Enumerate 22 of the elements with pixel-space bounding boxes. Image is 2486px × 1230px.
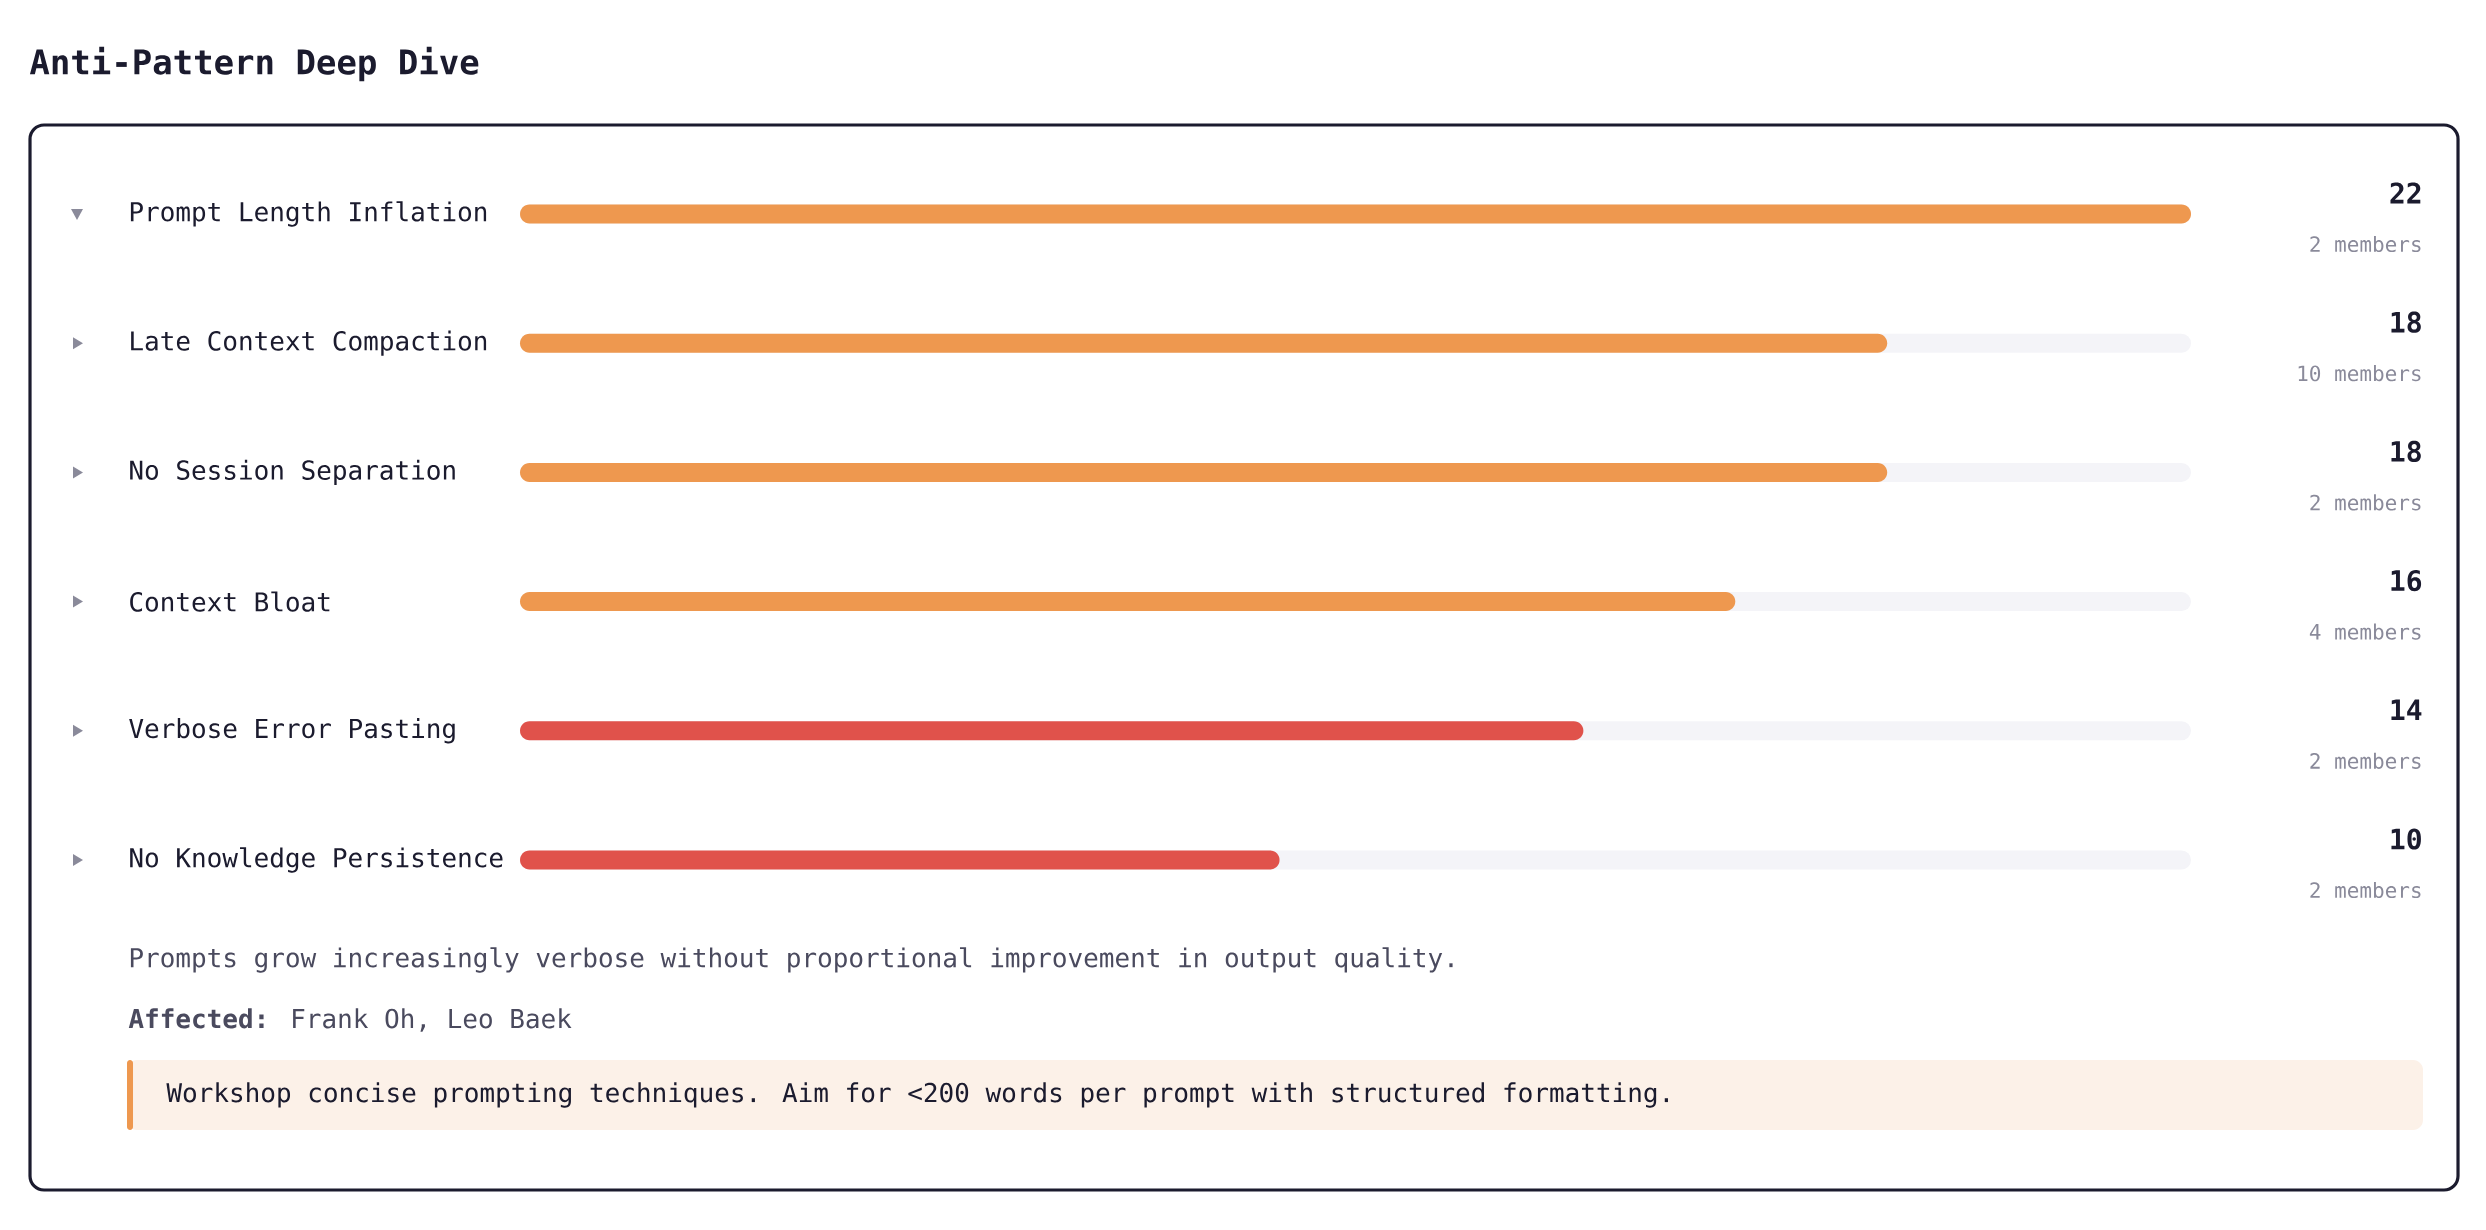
y-tick-label: No Session Separation (130, 459, 455, 485)
y-tick-label: Context Bloat (130, 591, 330, 612)
data-label: 16 (2391, 570, 2422, 592)
data-label: 14 (2391, 699, 2422, 721)
text: Affected: Frank Oh, Leo Baek (128, 1008, 572, 1032)
text: 10 members (2298, 365, 2421, 382)
chart-title: Anti-Pattern Deep Dive (29, 46, 479, 82)
y-tick-label: Late Context Compaction (131, 330, 487, 356)
data-label: 10 (2391, 828, 2421, 850)
data-label: 18 (2391, 311, 2421, 333)
y-tick-label: Prompt Length Inflation (130, 201, 487, 227)
text: 2 members (2310, 235, 2421, 253)
text: Workshop concise prompting techniques. Aim for <200 words per prompt with structured formatting. (166, 1082, 1668, 1108)
y-tick-label: No Knowledge Persistence (130, 847, 503, 873)
text: 4 members (2309, 623, 2421, 640)
text: 2 members (2310, 881, 2421, 899)
text: 2 members (2310, 752, 2421, 769)
data-label: 22 (2390, 182, 2421, 204)
annotation: Prompts grow increasingly verbose without proportional improvement in output quality. (130, 947, 1453, 973)
data-label: 18 (2391, 440, 2421, 462)
y-tick-label: Verbose Error Pasting (129, 718, 455, 744)
text: 2 members (2310, 494, 2421, 511)
